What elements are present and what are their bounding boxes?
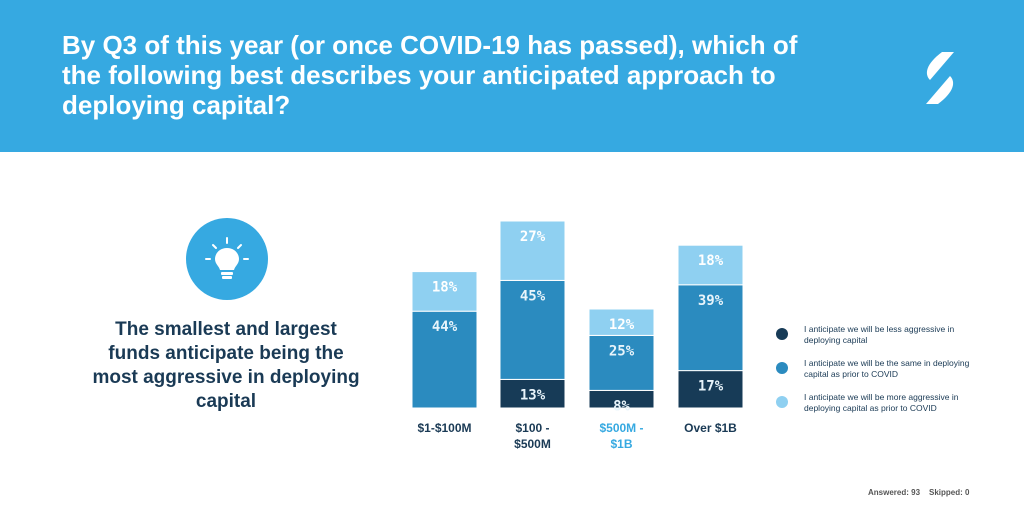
brand-s-logo-icon: [926, 52, 954, 104]
lightbulb-icon: [186, 218, 268, 300]
bar-segment-same: [499, 279, 566, 380]
legend-label: I anticipate we will be the same in depl…: [804, 358, 970, 379]
header-banner: By Q3 of this year (or once COVID-19 has…: [0, 0, 1024, 152]
data-label: 18%: [698, 253, 724, 269]
bar-segment-less: [499, 378, 566, 409]
legend-swatch-same: [776, 362, 788, 374]
legend-swatch-less: [776, 328, 788, 340]
chart-legend: I anticipate we will be less aggressive …: [776, 324, 986, 426]
category-label: $1B: [610, 437, 632, 451]
legend-item-more: I anticipate we will be more aggressive …: [776, 392, 986, 426]
bar-segment-more: [588, 308, 655, 336]
data-label: 44%: [432, 319, 458, 335]
data-label: 13%: [520, 387, 546, 403]
legend-label: I anticipate we will be less aggressive …: [804, 324, 955, 345]
bar-segment-more: [499, 220, 566, 281]
category-label: $500M: [514, 437, 551, 451]
bar-segment-more: [411, 271, 478, 312]
bar-segment-same: [588, 334, 655, 391]
stacked-bar-chart: 44% 18% $1-$100M 13% 45% 27% $100 - $500M 8% 25% 1…: [411, 220, 744, 451]
legend-swatch-more: [776, 396, 788, 408]
data-label: 39%: [698, 293, 724, 309]
category-label: Over $1B: [684, 421, 737, 435]
skipped-count: Skipped: 0: [929, 488, 970, 497]
data-label: 12%: [609, 317, 635, 333]
data-label: 8%: [613, 398, 630, 414]
data-label: 17%: [698, 379, 724, 395]
category-label: $500M -: [599, 421, 643, 435]
legend-label: I anticipate we will be more aggressive …: [804, 392, 959, 413]
legend-item-less: I anticipate we will be less aggressive …: [776, 324, 986, 358]
insight-text: The smallest and largest funds anticipat…: [92, 319, 360, 412]
answered-count: Answered: 93: [868, 488, 921, 497]
data-label: 27%: [520, 229, 546, 245]
bar-segment-more: [677, 244, 744, 286]
bar-segment-same: [411, 310, 478, 409]
category-label: $100 -: [515, 421, 549, 435]
data-label: 18%: [432, 280, 458, 296]
data-label: 45%: [520, 288, 546, 304]
page-title: By Q3 of this year (or once COVID-19 has…: [62, 30, 798, 120]
category-label: $1-$100M: [417, 421, 471, 435]
bar-segment-less: [677, 370, 744, 409]
data-label: 25%: [609, 343, 635, 359]
legend-item-same: I anticipate we will be the same in depl…: [776, 358, 986, 392]
